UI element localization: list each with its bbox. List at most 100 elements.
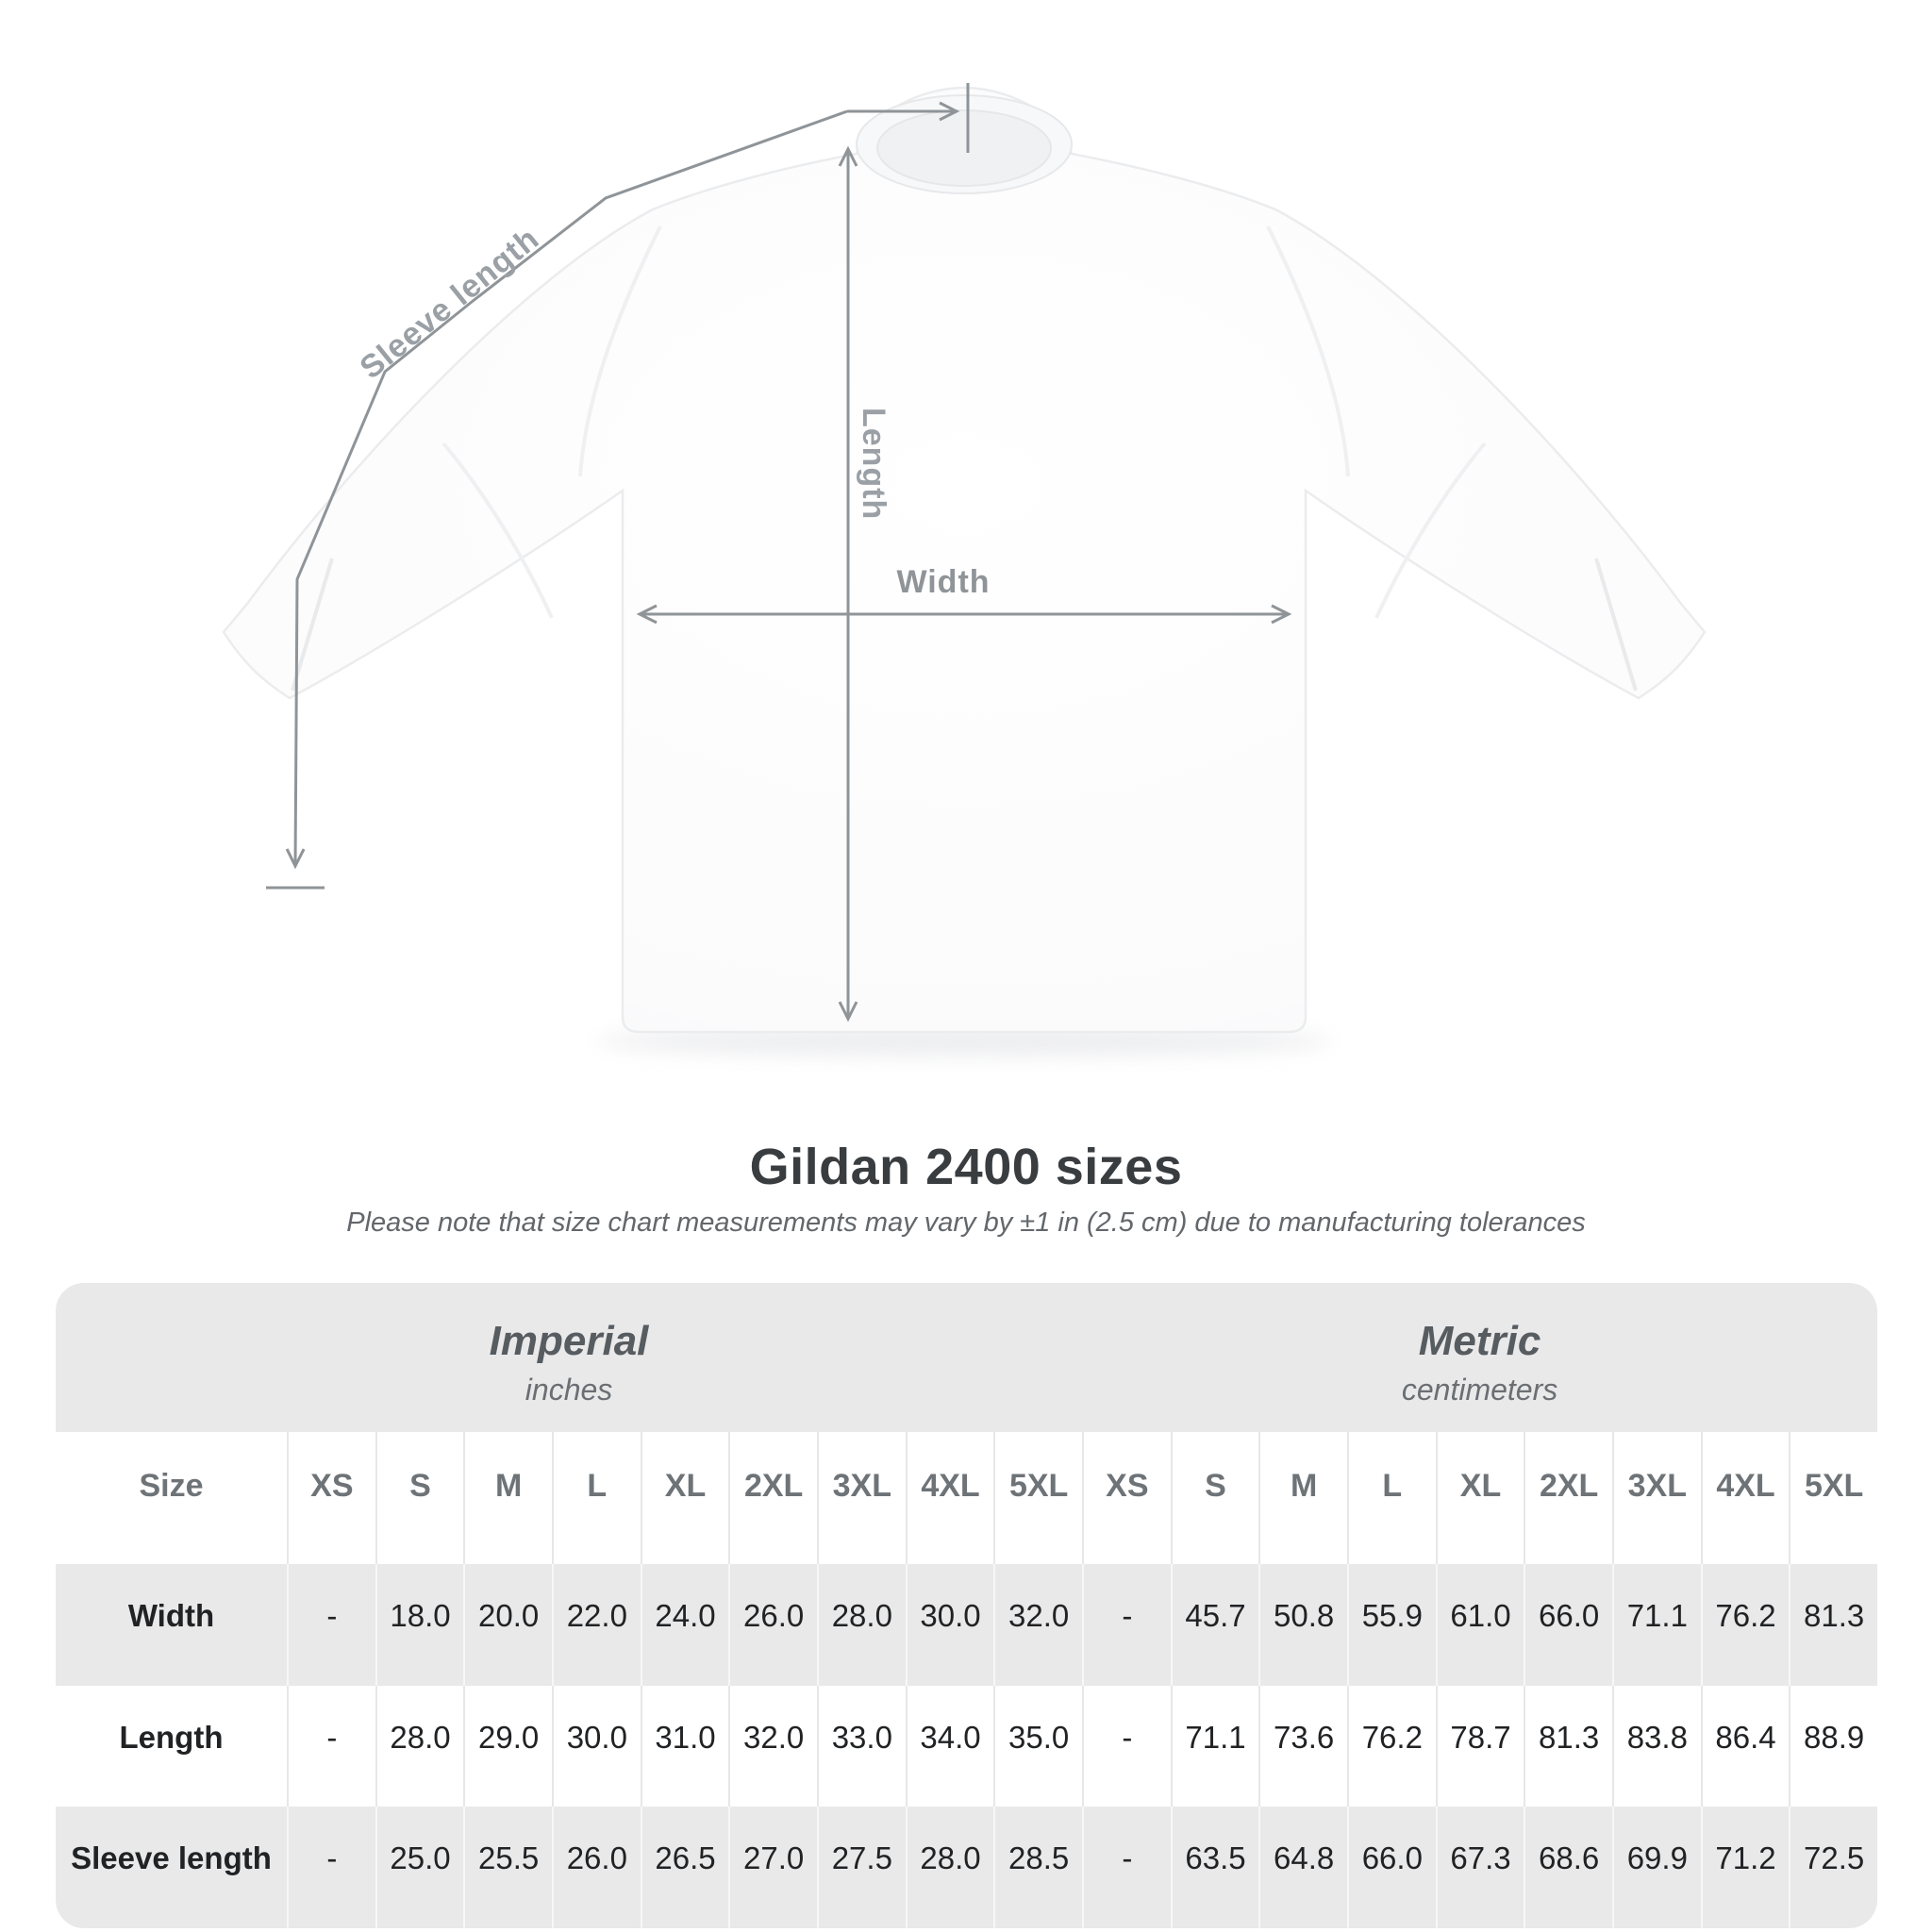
table-cell: 63.5 — [1170, 1807, 1259, 1928]
table-cell: 30.0 — [551, 1685, 641, 1807]
table-cell: 76.2 — [1700, 1564, 1790, 1686]
table-cell: 22.0 — [551, 1564, 641, 1686]
sleeve-measure-diagonal — [285, 109, 848, 870]
row-label-sleeve-length: Sleeve length — [71, 1840, 272, 1876]
col-header-metric-4xl: 4XL — [1700, 1432, 1790, 1564]
unit-group-imperial: Imperial inches — [56, 1283, 1082, 1432]
width-row: Width - 18.0 20.0 22.0 24.0 26.0 28.0 30… — [56, 1564, 1877, 1686]
unit-group-name: Metric — [1418, 1317, 1541, 1364]
size-header-row: Size XS S M L XL 2XL 3XL 4XL 5XL XS S M … — [56, 1432, 1877, 1564]
table-cell: 66.0 — [1346, 1807, 1436, 1928]
table-cell: 32.0 — [728, 1685, 817, 1807]
col-header-imperial-s: S — [375, 1432, 464, 1564]
sleeve-length-row: Sleeve length - 25.0 25.5 26.0 26.5 27.0… — [56, 1807, 1877, 1928]
unit-group-unit: centimeters — [1401, 1372, 1558, 1407]
table-cell: 66.0 — [1524, 1564, 1612, 1686]
length-row: Length - 28.0 29.0 30.0 31.0 32.0 33.0 3… — [56, 1685, 1877, 1807]
table-cell: 67.3 — [1435, 1807, 1524, 1928]
col-header-metric-m: M — [1258, 1432, 1347, 1564]
table-cell: 71.1 — [1611, 1564, 1701, 1686]
table-cell: 24.0 — [640, 1564, 729, 1686]
table-cell: 27.5 — [816, 1807, 906, 1928]
table-cell: 26.0 — [551, 1807, 641, 1928]
table-cell: 71.2 — [1700, 1807, 1790, 1928]
length-label: Length — [856, 408, 891, 521]
table-cell: - — [1081, 1564, 1171, 1686]
table-cell: 81.3 — [1524, 1685, 1612, 1807]
table-cell: 55.9 — [1346, 1564, 1436, 1686]
row-label-length: Length — [119, 1719, 224, 1755]
col-header-imperial-xl: XL — [640, 1432, 729, 1564]
table-cell: 73.6 — [1258, 1685, 1347, 1807]
unit-group-metric: Metric centimeters — [1082, 1283, 1877, 1432]
col-header-metric-5xl: 5XL — [1789, 1432, 1877, 1564]
col-header-imperial-m: M — [463, 1432, 552, 1564]
table-cell: 45.7 — [1170, 1564, 1259, 1686]
shirt-illustration — [222, 83, 1707, 1057]
table-cell: 34.0 — [905, 1685, 994, 1807]
unit-group-unit: inches — [525, 1372, 613, 1407]
table-cell: 88.9 — [1789, 1685, 1877, 1807]
table-cell: 28.5 — [993, 1807, 1082, 1928]
col-header-imperial-4xl: 4XL — [905, 1432, 994, 1564]
collar-opening — [876, 109, 1052, 187]
shirt-shadow — [596, 1026, 1332, 1057]
col-header-metric-xl: XL — [1435, 1432, 1524, 1564]
table-cell: 71.1 — [1170, 1685, 1259, 1807]
table-cell: 31.0 — [640, 1685, 729, 1807]
measurement-lines — [266, 83, 1292, 1023]
size-table: Imperial inches Metric centimeters Size … — [56, 1283, 1877, 1928]
col-header-imperial-xs: XS — [287, 1432, 375, 1564]
table-cell: - — [1081, 1685, 1171, 1807]
col-header-imperial-5xl: 5XL — [993, 1432, 1082, 1564]
table-cell: 50.8 — [1258, 1564, 1347, 1686]
unit-group-name: Imperial — [489, 1317, 649, 1364]
table-cell: 29.0 — [463, 1685, 552, 1807]
shirt-silhouette — [222, 86, 1707, 1034]
table-cell: 68.6 — [1524, 1807, 1612, 1928]
fabric-creases — [291, 225, 1638, 691]
table-cell: - — [287, 1807, 375, 1928]
row-label-width: Width — [127, 1598, 215, 1634]
table-cell: 25.0 — [375, 1807, 464, 1928]
table-cell: 26.5 — [640, 1807, 729, 1928]
page-title: Gildan 2400 sizes — [749, 1139, 1183, 1195]
col-header-imperial-l: L — [551, 1432, 641, 1564]
table-cell: 78.7 — [1435, 1685, 1524, 1807]
table-cell: - — [287, 1564, 375, 1686]
col-header-metric-s: S — [1170, 1432, 1259, 1564]
table-cell: 27.0 — [728, 1807, 817, 1928]
unit-band: Imperial inches Metric centimeters — [56, 1283, 1877, 1432]
table-cell: 81.3 — [1789, 1564, 1877, 1686]
table-cell: 72.5 — [1789, 1807, 1877, 1928]
table-cell: 25.5 — [463, 1807, 552, 1928]
col-header-imperial-3xl: 3XL — [816, 1432, 906, 1564]
table-cell: 61.0 — [1435, 1564, 1524, 1686]
table-cell: 30.0 — [905, 1564, 994, 1686]
table-cell: 32.0 — [993, 1564, 1082, 1686]
table-cell: 26.0 — [728, 1564, 817, 1686]
table-cell: 28.0 — [905, 1807, 994, 1928]
table-cell: 20.0 — [463, 1564, 552, 1686]
col-header-imperial-2xl: 2XL — [728, 1432, 817, 1564]
table-cell: 83.8 — [1611, 1685, 1701, 1807]
table-cell: 35.0 — [993, 1685, 1082, 1807]
col-header-metric-xs: XS — [1081, 1432, 1171, 1564]
col-header-metric-l: L — [1346, 1432, 1436, 1564]
table-cell: 33.0 — [816, 1685, 906, 1807]
table-cell: 18.0 — [375, 1564, 464, 1686]
table-cell: 28.0 — [375, 1685, 464, 1807]
table-cell: - — [1081, 1807, 1171, 1928]
page-subtitle: Please note that size chart measurements… — [346, 1208, 1586, 1238]
table-cell: 64.8 — [1258, 1807, 1347, 1928]
width-label: Width — [896, 564, 991, 600]
col-header-metric-2xl: 2XL — [1524, 1432, 1612, 1564]
table-cell: 28.0 — [816, 1564, 906, 1686]
table-cell: 76.2 — [1346, 1685, 1436, 1807]
table-cell: 86.4 — [1700, 1685, 1790, 1807]
size-column-header: Size — [139, 1467, 204, 1504]
table-cell: - — [287, 1685, 375, 1807]
table-cell: 69.9 — [1611, 1807, 1701, 1928]
col-header-metric-3xl: 3XL — [1611, 1432, 1701, 1564]
